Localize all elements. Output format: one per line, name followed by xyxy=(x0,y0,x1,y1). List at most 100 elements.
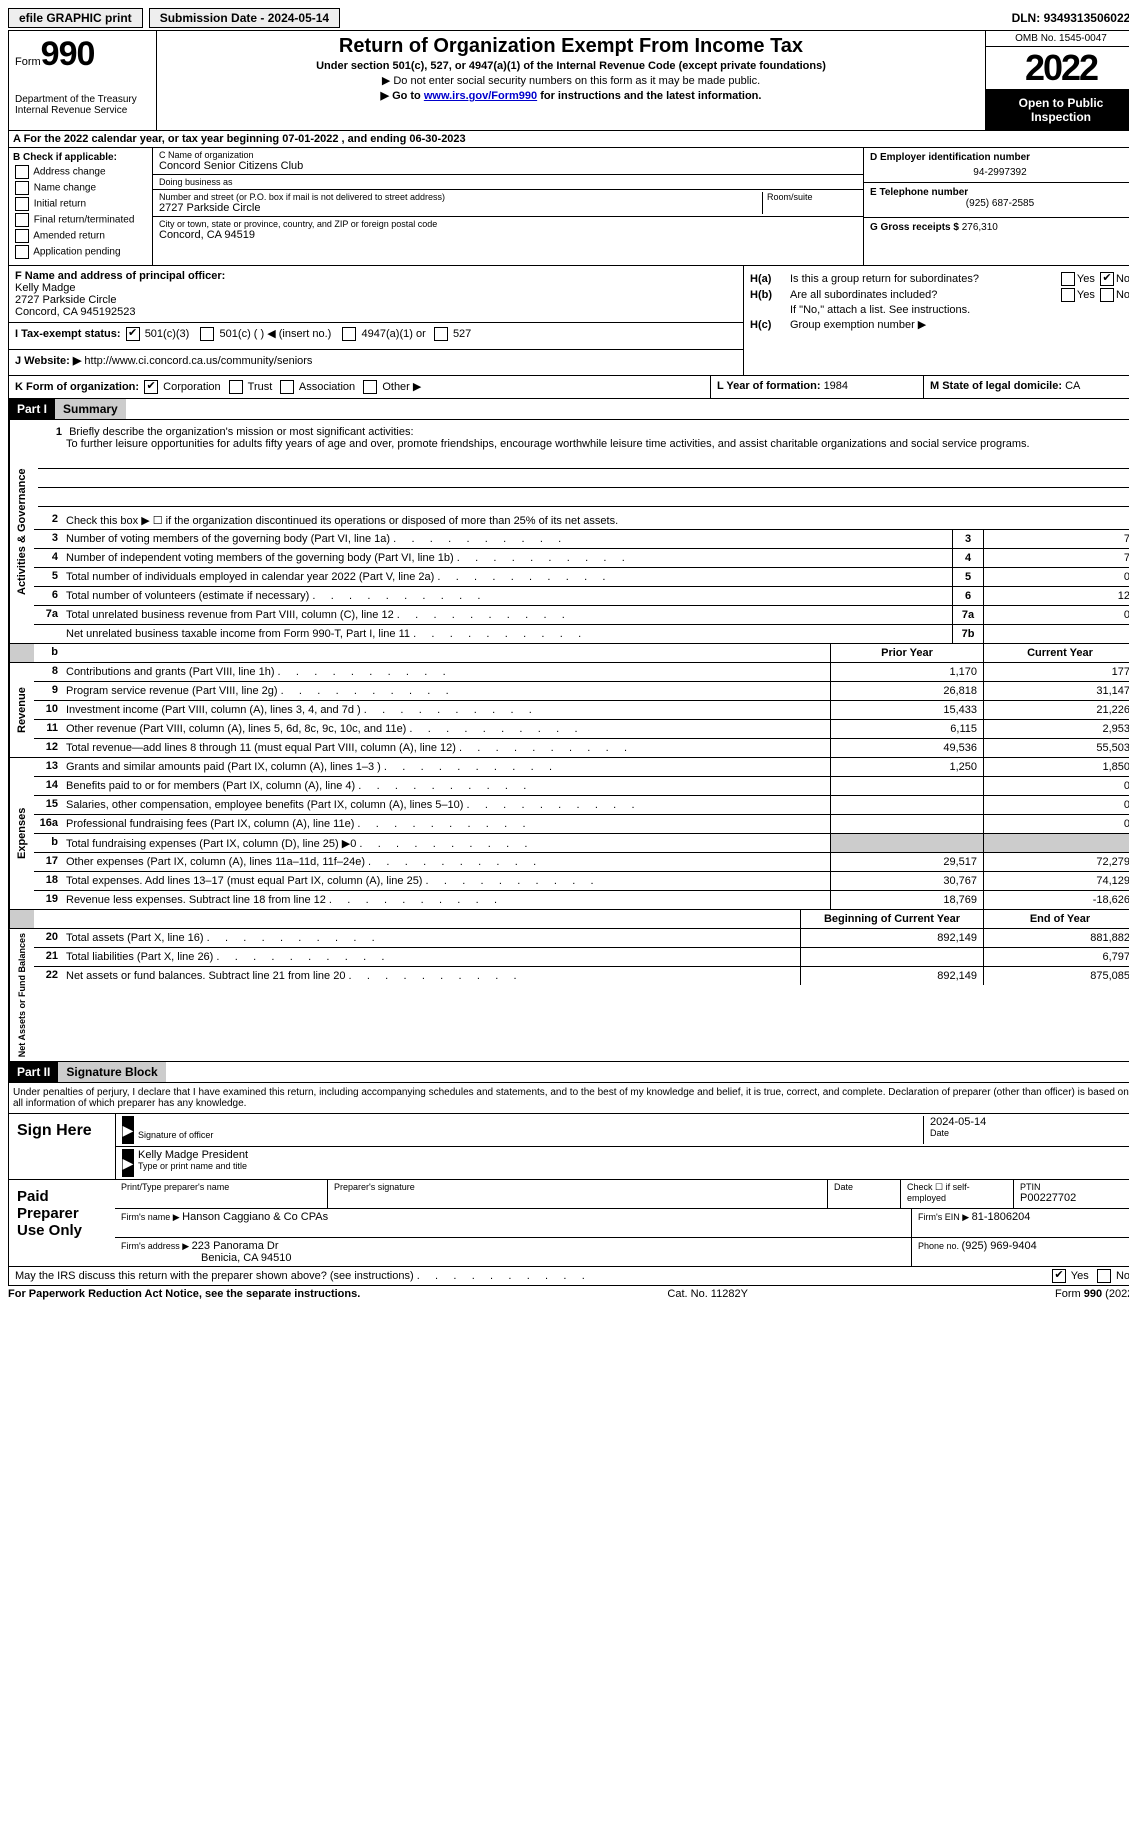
year-formation: 1984 xyxy=(824,380,848,392)
line-num: 3 xyxy=(34,530,62,544)
cb-final[interactable] xyxy=(15,213,29,227)
arrow-icon: ▶ xyxy=(381,90,393,102)
curr-val: 1,850 xyxy=(983,758,1129,776)
efile-print-button[interactable]: efile GRAPHIC print xyxy=(8,8,143,28)
line-desc: Grants and similar amounts paid (Part IX… xyxy=(62,759,830,775)
sign-here-label: Sign Here xyxy=(9,1114,115,1179)
curr-val: 875,085 xyxy=(983,967,1129,985)
c-name-label: C Name of organization xyxy=(159,150,857,160)
curr-val: 74,129 xyxy=(983,872,1129,890)
prior-val: 15,433 xyxy=(830,701,983,719)
d-ein-label: D Employer identification number xyxy=(870,152,1129,163)
cb-501c3[interactable] xyxy=(126,327,140,341)
line-desc: Number of voting members of the governin… xyxy=(62,531,952,547)
hb-yes: Yes xyxy=(1077,289,1095,301)
hb-text: Are all subordinates included? xyxy=(790,289,1059,301)
line-desc: Total unrelated business revenue from Pa… xyxy=(62,607,952,623)
line-num: b xyxy=(34,834,62,848)
col-begin: Beginning of Current Year xyxy=(800,910,983,928)
line-num xyxy=(34,625,62,627)
firm-addr-label: Firm's address ▶ xyxy=(121,1241,192,1251)
line-num: 18 xyxy=(34,872,62,886)
firm-phone-label: Phone no. xyxy=(918,1241,962,1251)
irs-link[interactable]: www.irs.gov/Form990 xyxy=(424,90,537,102)
prior-val: 29,517 xyxy=(830,853,983,871)
k-o1: Corporation xyxy=(163,381,220,393)
cb-4947[interactable] xyxy=(342,327,356,341)
j-label: J Website: ▶ xyxy=(15,355,84,367)
line-num: 6 xyxy=(34,587,62,601)
curr-val: 0 xyxy=(983,796,1129,814)
curr-val: 72,279 xyxy=(983,853,1129,871)
curr-val: 31,147 xyxy=(983,682,1129,700)
subtitle-1: Under section 501(c), 527, or 4947(a)(1)… xyxy=(161,60,981,72)
street: 2727 Parkside Circle xyxy=(159,202,762,214)
city-label: City or town, state or province, country… xyxy=(159,219,857,229)
discuss-yes: Yes xyxy=(1071,1270,1089,1282)
vlabel-revenue: Revenue xyxy=(9,663,34,757)
curr-val: 6,797 xyxy=(983,948,1129,966)
curr-val: 55,503 xyxy=(983,739,1129,757)
l-label: L Year of formation: xyxy=(717,380,824,392)
cb-501c[interactable] xyxy=(200,327,214,341)
cb-527[interactable] xyxy=(434,327,448,341)
firm-phone: (925) 969-9404 xyxy=(962,1240,1037,1252)
opt-address: Address change xyxy=(33,167,105,178)
prior-val: 6,115 xyxy=(830,720,983,738)
vlabel-net: Net Assets or Fund Balances xyxy=(9,929,34,1061)
cb-ha-no[interactable] xyxy=(1100,272,1114,286)
firm-addr1: 223 Panorama Dr xyxy=(192,1240,279,1252)
hc-text: Group exemption number ▶ xyxy=(790,318,926,331)
cb-corp[interactable] xyxy=(144,380,158,394)
cb-assoc[interactable] xyxy=(280,380,294,394)
form-990-number: 990 xyxy=(41,35,95,73)
i-o1: 501(c)(3) xyxy=(145,328,190,340)
line-box: 4 xyxy=(952,549,983,567)
line-num: 9 xyxy=(34,682,62,696)
k-o3: Association xyxy=(299,381,355,393)
e-phone-label: E Telephone number xyxy=(870,187,1129,198)
cb-other[interactable] xyxy=(363,380,377,394)
line-num: 13 xyxy=(34,758,62,772)
hb-no: No xyxy=(1116,289,1129,301)
line-num: 19 xyxy=(34,891,62,905)
line-val: 7 xyxy=(983,530,1129,548)
cb-ha-yes[interactable] xyxy=(1061,272,1075,286)
cb-hb-yes[interactable] xyxy=(1061,288,1075,302)
line-box: 7a xyxy=(952,606,983,624)
hb-label: H(b) xyxy=(750,289,790,301)
cb-discuss-yes[interactable] xyxy=(1052,1269,1066,1283)
line-desc: Investment income (Part VIII, column (A)… xyxy=(62,702,830,718)
ha-yes: Yes xyxy=(1077,273,1095,285)
b-header: B Check if applicable: xyxy=(13,152,148,163)
cb-trust[interactable] xyxy=(229,380,243,394)
line-box: 6 xyxy=(952,587,983,605)
line-num: 5 xyxy=(34,568,62,582)
i-o2: 501(c) ( ) ◀ (insert no.) xyxy=(220,328,332,340)
officer-name-title: Kelly Madge President xyxy=(138,1149,1129,1161)
prior-val xyxy=(830,796,983,814)
cb-address-change[interactable] xyxy=(15,165,29,179)
sig-date: 2024-05-14 xyxy=(930,1116,1129,1128)
dln-value: 93493135060224 xyxy=(1044,11,1129,25)
cb-discuss-no[interactable] xyxy=(1097,1269,1111,1283)
prior-val: 49,536 xyxy=(830,739,983,757)
line-box: 5 xyxy=(952,568,983,586)
line-num: 16a xyxy=(34,815,62,829)
cb-name-change[interactable] xyxy=(15,181,29,195)
cb-initial[interactable] xyxy=(15,197,29,211)
line-val: 0 xyxy=(983,568,1129,586)
cb-pending[interactable] xyxy=(15,245,29,259)
prior-val: 892,149 xyxy=(800,967,983,985)
cb-hb-no[interactable] xyxy=(1100,288,1114,302)
submission-date-box: Submission Date - 2024-05-14 xyxy=(149,8,340,28)
part1-header: Part I xyxy=(9,399,55,419)
cb-amended[interactable] xyxy=(15,229,29,243)
firm-ein: 81-1806204 xyxy=(972,1211,1031,1223)
opt-name: Name change xyxy=(34,183,96,194)
line-num: 7a xyxy=(34,606,62,620)
line-desc: Total expenses. Add lines 13–17 (must eq… xyxy=(62,873,830,889)
part2-title: Signature Block xyxy=(58,1062,165,1082)
prior-val: 892,149 xyxy=(800,929,983,947)
discuss-no: No xyxy=(1116,1270,1129,1282)
